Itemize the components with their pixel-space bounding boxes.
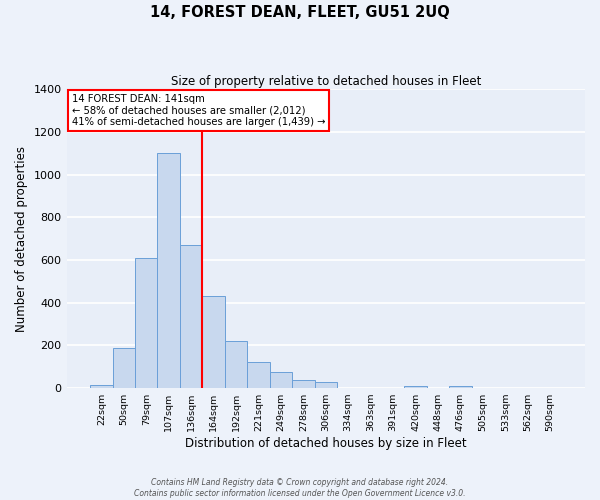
Bar [292, 380, 314, 388]
Text: 14 FOREST DEAN: 141sqm
← 58% of detached houses are smaller (2,012)
41% of semi-: 14 FOREST DEAN: 141sqm ← 58% of detached… [72, 94, 325, 127]
Bar [180, 245, 202, 388]
Bar [135, 258, 157, 388]
Bar [404, 386, 427, 388]
Bar [314, 382, 337, 388]
Bar [225, 341, 247, 388]
Bar [247, 362, 269, 388]
Bar [113, 348, 135, 388]
Bar [269, 372, 292, 388]
Title: Size of property relative to detached houses in Fleet: Size of property relative to detached ho… [170, 75, 481, 88]
Bar [449, 386, 472, 388]
Bar [202, 296, 225, 388]
Y-axis label: Number of detached properties: Number of detached properties [15, 146, 28, 332]
Text: Contains HM Land Registry data © Crown copyright and database right 2024.
Contai: Contains HM Land Registry data © Crown c… [134, 478, 466, 498]
Bar [157, 153, 180, 388]
Bar [90, 385, 113, 388]
Text: 14, FOREST DEAN, FLEET, GU51 2UQ: 14, FOREST DEAN, FLEET, GU51 2UQ [150, 5, 450, 20]
X-axis label: Distribution of detached houses by size in Fleet: Distribution of detached houses by size … [185, 437, 467, 450]
